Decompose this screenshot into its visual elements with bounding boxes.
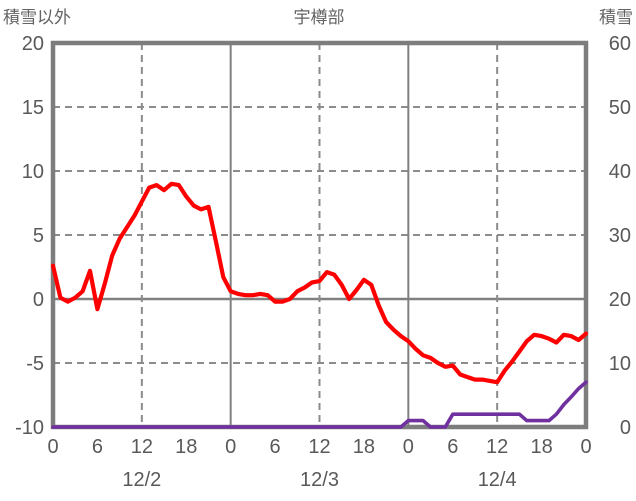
series-line-temperature	[50, 181, 589, 385]
x-axis-hour-label: 18	[530, 436, 552, 458]
x-axis-hour-label: 18	[175, 436, 197, 458]
right-axis-tick-label: 20	[609, 289, 631, 311]
x-axis-hour-label: 18	[353, 436, 375, 458]
x-axis-hour-label: 12	[486, 436, 508, 458]
left-axis-tick-label: -10	[15, 417, 44, 439]
series-line-snow-depth	[51, 380, 588, 429]
x-axis-hour-label: 0	[580, 436, 591, 458]
x-axis-date-label: 12/3	[300, 469, 339, 491]
right-axis-tick-label: 0	[620, 417, 631, 439]
x-axis-hour-label: 0	[47, 436, 58, 458]
right-axis-tick-label: 30	[609, 225, 631, 247]
x-axis-hour-label: 6	[92, 436, 103, 458]
x-axis-hour-label: 12	[308, 436, 330, 458]
right-axis-tick-label: 40	[609, 161, 631, 183]
x-axis-hour-label: 0	[225, 436, 236, 458]
right-axis-tick-label: 60	[609, 33, 631, 55]
x-axis-date-label: 12/4	[478, 469, 517, 491]
right-axis-tick-label: 50	[609, 97, 631, 119]
right-axis-tick-label: 10	[609, 353, 631, 375]
x-axis-hour-label: 12	[131, 436, 153, 458]
left-axis-tick-label: 15	[22, 97, 44, 119]
x-axis-hour-label: 6	[447, 436, 458, 458]
left-axis-tick-label: 5	[33, 225, 44, 247]
left-axis-tick-label: -5	[26, 353, 44, 375]
x-axis-date-label: 12/2	[122, 469, 161, 491]
right-axis-title: 積雪	[599, 8, 633, 27]
left-axis-tick-label: 10	[22, 161, 44, 183]
x-axis-hour-label: 6	[270, 436, 281, 458]
left-axis-tick-label: 20	[22, 33, 44, 55]
chart-title: 宇樽部	[294, 8, 345, 27]
gridlines	[53, 43, 586, 427]
series-lines	[50, 181, 589, 429]
left-axis-title: 積雪以外	[3, 8, 71, 27]
left-axis-tick-label: 0	[33, 289, 44, 311]
x-axis-hour-label: 0	[403, 436, 414, 458]
